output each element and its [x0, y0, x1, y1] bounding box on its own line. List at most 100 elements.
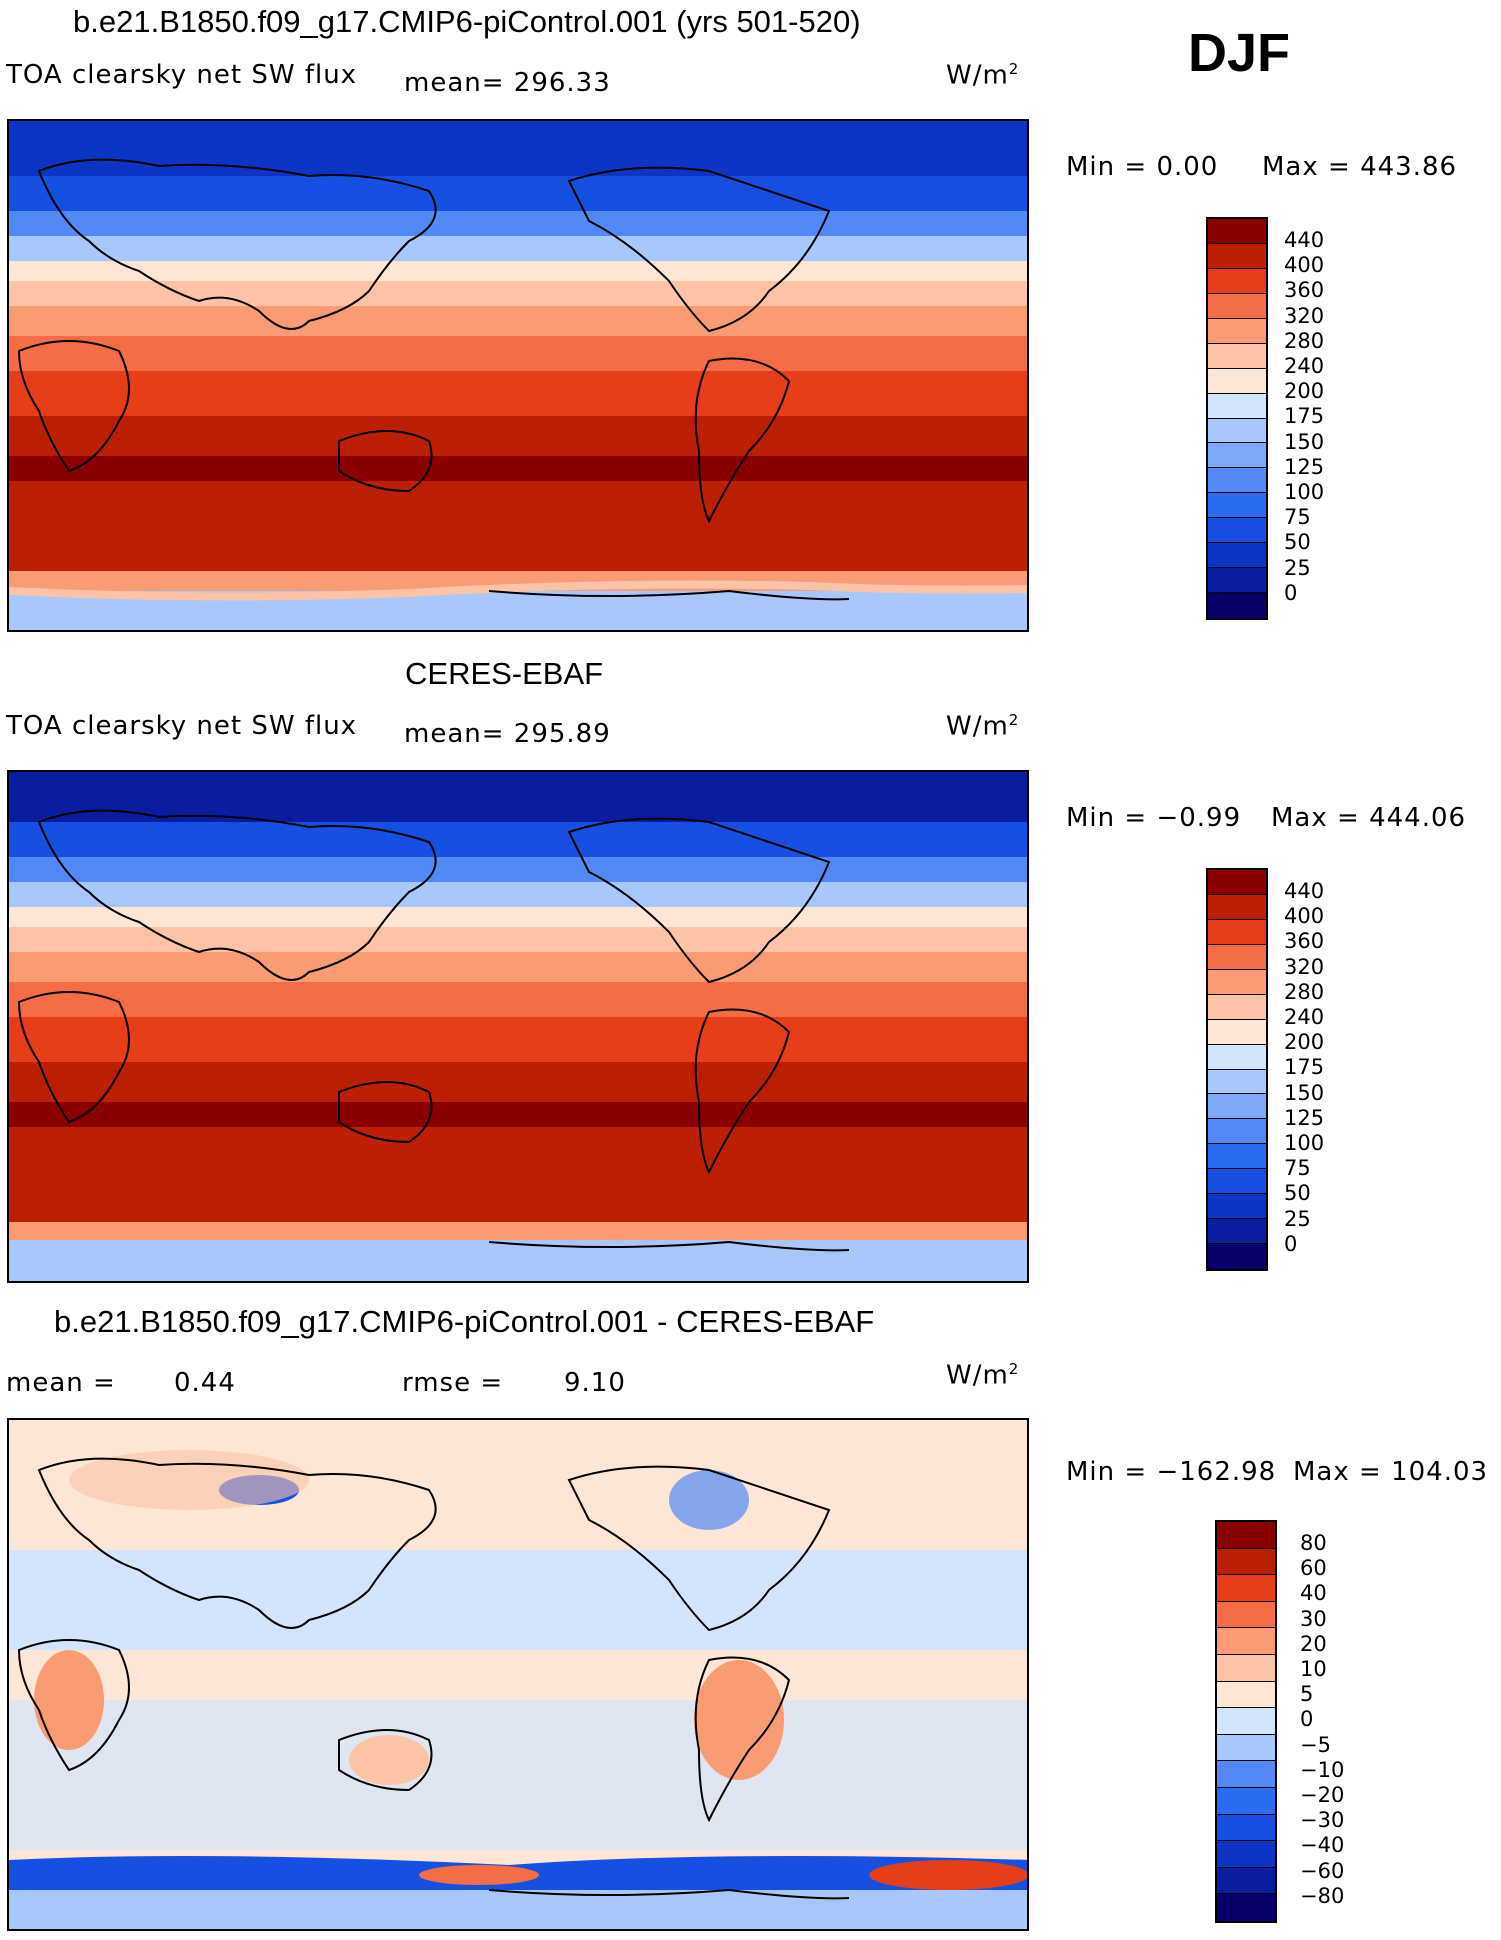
- colorbar-swatch: [1208, 243, 1266, 269]
- colorbar-tick-label: 50: [1284, 530, 1311, 555]
- panel3-map: [7, 1418, 1029, 1931]
- panel3-max: Max = 104.03: [1293, 1457, 1489, 1487]
- panel2-min: Min = −0.99: [1066, 803, 1242, 833]
- colorbar-tick-label: 360: [1284, 929, 1325, 954]
- panel2-title: CERES-EBAF: [405, 656, 604, 691]
- panel1-min: Min = 0.00: [1066, 152, 1219, 182]
- colorbar-tick-label: 75: [1284, 1156, 1311, 1181]
- colorbar-tick-label: 360: [1284, 278, 1325, 303]
- panel3-mean-label: mean =: [6, 1368, 116, 1398]
- colorbar-tick-label: 200: [1284, 379, 1325, 404]
- colorbar-tick-label: 100: [1284, 480, 1325, 504]
- colorbar-tick-label: 80: [1300, 1531, 1327, 1555]
- colorbar-tick-label: 60: [1300, 1556, 1327, 1581]
- colorbar-tick-label: 175: [1284, 404, 1325, 429]
- colorbar-swatch: [1208, 293, 1266, 319]
- colorbar-swatch: [1217, 1894, 1275, 1921]
- panel2-max: Max = 444.06: [1271, 803, 1467, 833]
- colorbar-swatch: [1217, 1601, 1275, 1629]
- colorbar-swatch: [1208, 994, 1266, 1020]
- colorbar-tick-label: −20: [1300, 1783, 1345, 1807]
- colorbar-tick-label: 440: [1284, 879, 1325, 903]
- colorbar-swatch: [1208, 1044, 1266, 1070]
- colorbar-tick-label: −10: [1300, 1757, 1345, 1782]
- colorbar-tick-label: 25: [1284, 555, 1311, 580]
- colorbar-swatch: [1208, 944, 1266, 970]
- colorbar-tick-label: 280: [1284, 328, 1325, 353]
- panel1-units: W/m2: [946, 60, 1020, 91]
- colorbar-tick-label: 175: [1284, 1055, 1325, 1080]
- panel3-units: W/m2: [946, 1360, 1020, 1391]
- colorbar-tick-label: 150: [1284, 1080, 1325, 1105]
- panel3-colorbar: [1215, 1520, 1277, 1923]
- colorbar-swatch: [1208, 1144, 1266, 1170]
- colorbar-tick-label: −30: [1300, 1808, 1345, 1833]
- colorbar-tick-label: 280: [1284, 979, 1325, 1004]
- colorbar-swatch: [1208, 418, 1266, 444]
- colorbar-swatch: [1208, 894, 1266, 920]
- colorbar-swatch: [1208, 318, 1266, 344]
- colorbar-tick-label: 150: [1284, 429, 1325, 454]
- colorbar-tick-label: 400: [1284, 253, 1325, 278]
- panel1-max: Max = 443.86: [1262, 152, 1458, 182]
- colorbar-tick-label: 30: [1300, 1606, 1327, 1631]
- colorbar-tick-label: 0: [1284, 1231, 1298, 1256]
- panel1-title: b.e21.B1850.f09_g17.CMIP6-piControl.001 …: [73, 4, 861, 39]
- colorbar-swatch: [1208, 1019, 1266, 1045]
- colorbar-swatch: [1208, 919, 1266, 945]
- colorbar-swatch: [1208, 518, 1266, 544]
- colorbar-tick-label: 75: [1284, 505, 1311, 530]
- colorbar-tick-label: 50: [1284, 1181, 1311, 1206]
- colorbar-tick-label: 125: [1284, 454, 1325, 479]
- panel2-mean: mean= 295.89: [404, 719, 611, 749]
- colorbar-tick-label: 5: [1300, 1682, 1314, 1707]
- colorbar-tick-label: 400: [1284, 904, 1325, 929]
- panel3-rmse-label: rmse =: [402, 1368, 504, 1398]
- colorbar-tick-label: −60: [1300, 1858, 1345, 1883]
- colorbar-tick-label: 0: [1300, 1707, 1314, 1732]
- panel3-rmse-value: 9.10: [564, 1368, 626, 1398]
- panel2-variable: TOA clearsky net SW flux: [6, 711, 358, 741]
- colorbar-swatch: [1208, 1094, 1266, 1120]
- colorbar-swatch: [1208, 568, 1266, 594]
- colorbar-swatch: [1208, 1219, 1266, 1245]
- colorbar-tick-label: 125: [1284, 1105, 1325, 1130]
- colorbar-tick-label: −5: [1300, 1732, 1331, 1757]
- colorbar-swatch: [1208, 493, 1266, 519]
- colorbar-swatch: [1208, 870, 1266, 895]
- colorbar-swatch: [1208, 1194, 1266, 1220]
- colorbar-tick-label: 200: [1284, 1030, 1325, 1055]
- panel1-mean: mean= 296.33: [404, 68, 611, 98]
- colorbar-swatch: [1208, 219, 1266, 244]
- colorbar-swatch: [1217, 1654, 1275, 1682]
- colorbar-tick-label: 20: [1300, 1631, 1327, 1656]
- panel3-title: b.e21.B1850.f09_g17.CMIP6-piControl.001 …: [54, 1304, 875, 1339]
- colorbar-swatch: [1217, 1708, 1275, 1735]
- colorbar-swatch: [1217, 1734, 1275, 1762]
- panel2-map: [7, 770, 1029, 1283]
- colorbar-tick-label: 320: [1284, 303, 1325, 328]
- colorbar-tick-label: 240: [1284, 354, 1325, 378]
- colorbar-tick-label: 25: [1284, 1206, 1311, 1231]
- colorbar-swatch: [1208, 1244, 1266, 1269]
- colorbar-swatch: [1217, 1575, 1275, 1602]
- colorbar-swatch: [1217, 1841, 1275, 1868]
- panel1-map: [7, 119, 1029, 632]
- colorbar-swatch: [1208, 543, 1266, 569]
- colorbar-swatch: [1217, 1628, 1275, 1655]
- colorbar-swatch: [1208, 268, 1266, 294]
- colorbar-swatch: [1217, 1867, 1275, 1895]
- season-label: DJF: [1188, 23, 1291, 83]
- colorbar-swatch: [1217, 1814, 1275, 1842]
- colorbar-swatch: [1208, 468, 1266, 494]
- colorbar-swatch: [1217, 1761, 1275, 1788]
- colorbar-swatch: [1208, 1069, 1266, 1095]
- colorbar-tick-label: 440: [1284, 228, 1325, 252]
- panel2-units: W/m2: [946, 711, 1020, 742]
- colorbar-tick-label: 40: [1300, 1581, 1327, 1606]
- colorbar-tick-label: −80: [1300, 1883, 1345, 1908]
- colorbar-swatch: [1208, 443, 1266, 469]
- colorbar-swatch: [1217, 1681, 1275, 1709]
- panel1-variable: TOA clearsky net SW flux: [6, 60, 358, 90]
- panel3-min: Min = −162.98: [1066, 1457, 1277, 1487]
